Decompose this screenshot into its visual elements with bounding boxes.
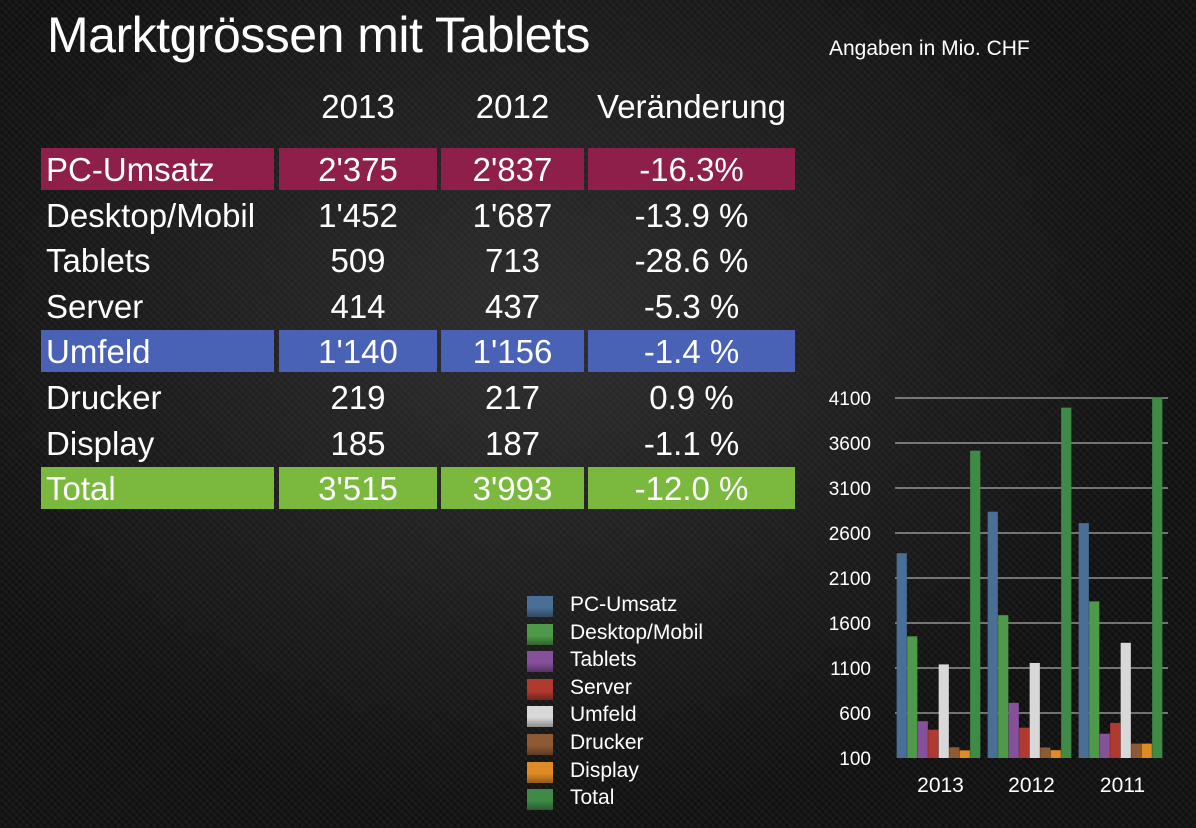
legend-swatch bbox=[527, 678, 553, 700]
row-label: Umfeld bbox=[41, 330, 274, 373]
legend-label: Server bbox=[570, 675, 632, 699]
y-tick-label: 3600 bbox=[829, 434, 871, 455]
column-header-2012: 2012 bbox=[475, 88, 550, 125]
row-label: Display bbox=[46, 424, 155, 462]
y-tick-label: 100 bbox=[839, 749, 871, 770]
row-label: Total bbox=[41, 467, 274, 510]
bar bbox=[1061, 407, 1072, 758]
bar bbox=[959, 750, 970, 758]
cell-2013: 1'140 bbox=[279, 330, 437, 373]
y-tick-label: 1600 bbox=[829, 614, 871, 635]
legend-label: Desktop/Mobil bbox=[570, 620, 704, 644]
cell-2013: 509 bbox=[330, 242, 386, 280]
units-note: Angaben in Mio. CHF bbox=[829, 37, 1030, 60]
bar bbox=[987, 511, 998, 758]
cell-change: -1.1 % bbox=[643, 424, 740, 462]
x-tick-label: 2011 bbox=[1100, 774, 1145, 797]
cell-2012: 437 bbox=[484, 287, 541, 325]
x-tick-label: 2013 bbox=[917, 774, 964, 797]
y-tick-label: 2600 bbox=[829, 524, 871, 545]
bar bbox=[907, 636, 918, 758]
legend-swatch bbox=[527, 789, 553, 811]
row-label: Server bbox=[46, 287, 144, 325]
legend-label: Tablets bbox=[570, 648, 637, 672]
cell-2012: 217 bbox=[484, 379, 541, 416]
bar bbox=[1029, 662, 1040, 758]
bar bbox=[1110, 722, 1121, 758]
bar bbox=[1099, 733, 1110, 758]
cell-change: -28.6 % bbox=[634, 242, 749, 280]
bar bbox=[1131, 743, 1142, 758]
bar bbox=[949, 747, 960, 758]
bar bbox=[970, 450, 981, 758]
y-tick-label: 600 bbox=[839, 704, 871, 725]
cell-2013: 414 bbox=[330, 287, 386, 325]
cell-2013: 185 bbox=[330, 424, 386, 462]
bar bbox=[1019, 727, 1030, 758]
cell-2012: 713 bbox=[484, 242, 541, 280]
cell-2013: 3'515 bbox=[279, 467, 437, 510]
legend-label: Total bbox=[570, 786, 615, 810]
legend-label: Drucker bbox=[570, 730, 644, 754]
cell-change: -13.9 % bbox=[634, 196, 749, 234]
cell-change: -5.3 % bbox=[643, 287, 740, 325]
y-tick-label: 3100 bbox=[829, 479, 871, 500]
cell-change: -16.3% bbox=[588, 148, 795, 190]
legend-label: PC-Umsatz bbox=[570, 593, 678, 616]
legend-swatch bbox=[527, 706, 553, 728]
column-header-2013: 2013 bbox=[321, 88, 395, 125]
column-header-change: Veränderung bbox=[597, 88, 786, 125]
cell-2012: 2'837 bbox=[441, 148, 584, 190]
y-tick-label: 1100 bbox=[830, 659, 871, 680]
y-tick-label: 4100 bbox=[829, 389, 871, 410]
bar bbox=[1120, 642, 1131, 758]
y-tick-label: 2100 bbox=[829, 569, 871, 590]
cell-2013: 1'452 bbox=[318, 196, 398, 234]
legend-swatch bbox=[527, 623, 553, 645]
bar bbox=[1008, 702, 1019, 758]
row-label: Drucker bbox=[46, 379, 162, 416]
legend-swatch bbox=[527, 761, 553, 783]
cell-2012: 187 bbox=[484, 424, 541, 462]
bar bbox=[938, 664, 949, 758]
x-tick-label: 2012 bbox=[1008, 774, 1055, 797]
bar bbox=[1078, 523, 1089, 758]
cell-change: -1.4 % bbox=[588, 330, 795, 373]
bar bbox=[998, 615, 1009, 758]
bar bbox=[1089, 601, 1100, 758]
bar bbox=[928, 729, 939, 758]
row-label: Desktop/Mobil bbox=[46, 196, 256, 234]
legend-label: Display bbox=[570, 758, 639, 782]
cell-2012: 1'687 bbox=[472, 196, 553, 234]
row-label: PC-Umsatz bbox=[41, 148, 274, 190]
bar bbox=[917, 721, 928, 758]
cell-2013: 2'375 bbox=[279, 148, 437, 190]
legend-swatch bbox=[527, 733, 553, 755]
row-label: Tablets bbox=[46, 242, 151, 280]
bar bbox=[1040, 747, 1051, 758]
legend-swatch bbox=[527, 596, 553, 617]
legend-swatch bbox=[527, 651, 553, 673]
cell-2013: 219 bbox=[330, 379, 386, 416]
cell-change: -12.0 % bbox=[588, 467, 795, 510]
page-title: Marktgrössen mit Tablets bbox=[47, 7, 590, 63]
bar bbox=[1141, 743, 1152, 758]
cell-2012: 1'156 bbox=[441, 330, 584, 373]
legend-label: Umfeld bbox=[570, 703, 637, 727]
cell-change: 0.9 % bbox=[649, 379, 734, 416]
bar bbox=[1152, 397, 1163, 758]
bar bbox=[896, 553, 907, 758]
bar bbox=[1050, 750, 1061, 758]
cell-2012: 3'993 bbox=[441, 467, 584, 510]
